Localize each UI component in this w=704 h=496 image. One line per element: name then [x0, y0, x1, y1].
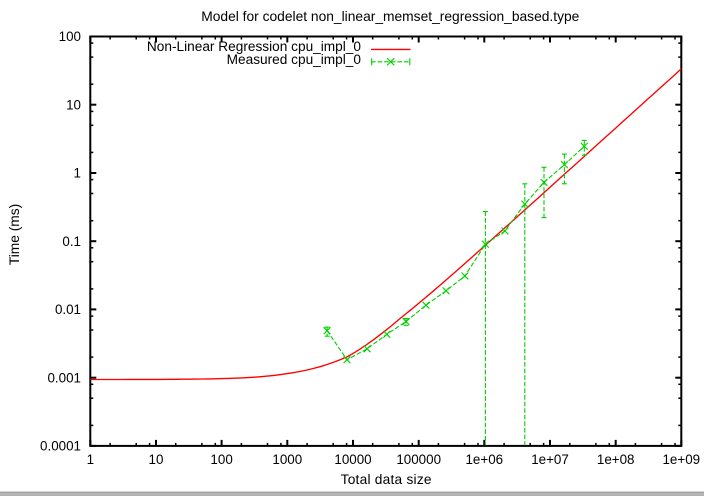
svg-text:Total data size: Total data size — [341, 472, 432, 487]
svg-text:100: 100 — [210, 452, 232, 467]
svg-text:1: 1 — [74, 166, 81, 181]
svg-text:1e+07: 1e+07 — [531, 452, 569, 467]
svg-text:100000: 100000 — [396, 452, 441, 467]
svg-text:Time (ms): Time (ms) — [7, 204, 22, 265]
svg-text:Measured cpu_impl_0: Measured cpu_impl_0 — [227, 52, 362, 67]
svg-text:Non-Linear Regression cpu_impl: Non-Linear Regression cpu_impl_0 — [147, 39, 361, 54]
svg-text:10: 10 — [149, 452, 164, 467]
svg-text:1e+09: 1e+09 — [662, 452, 700, 467]
svg-text:1: 1 — [87, 452, 94, 467]
svg-text:Model for codelet non_linear_m: Model for codelet non_linear_memset_regr… — [201, 9, 579, 24]
svg-text:10: 10 — [66, 97, 81, 112]
svg-text:0.1: 0.1 — [62, 234, 81, 249]
svg-text:0.0001: 0.0001 — [40, 439, 81, 454]
svg-text:0.001: 0.001 — [47, 370, 81, 385]
svg-text:1e+06: 1e+06 — [465, 452, 503, 467]
svg-text:100: 100 — [59, 29, 81, 44]
svg-text:1e+08: 1e+08 — [597, 452, 635, 467]
svg-text:10000: 10000 — [334, 452, 371, 467]
svg-text:1000: 1000 — [272, 452, 302, 467]
svg-text:0.01: 0.01 — [55, 302, 81, 317]
